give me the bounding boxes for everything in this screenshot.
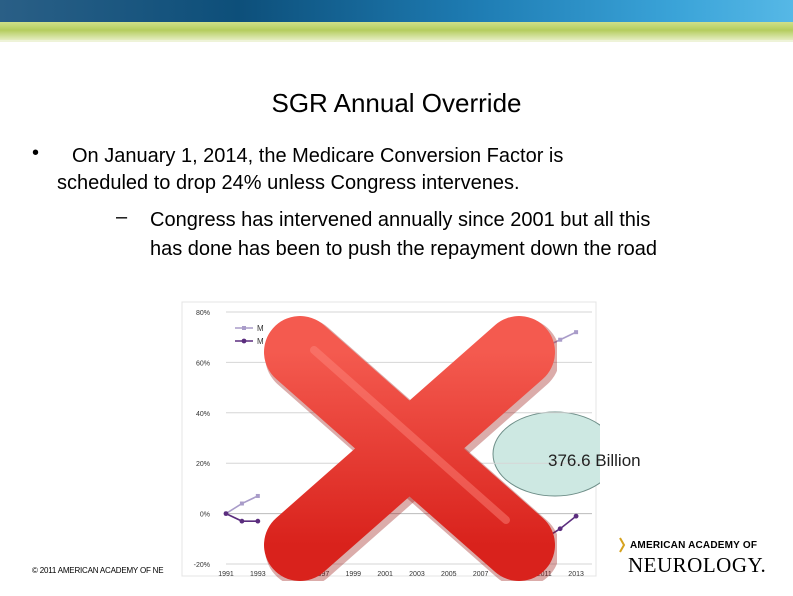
legend-label: M [257,337,264,346]
data-point [558,337,563,342]
x-tick-label: 1999 [346,571,362,578]
x-tick-label: 2005 [441,571,457,578]
sub-bullet-line1: Congress has intervened annually since 2… [150,209,651,231]
bullet-marker: • [32,142,40,164]
legend-marker [242,326,246,330]
x-mark-shape [264,316,557,581]
chart-legend: MM [235,324,264,346]
callout-label: 376.6 Billion [548,451,641,470]
aan-logo-mark-icon [619,537,626,553]
copyright-text: © 2011 AMERICAN ACADEMY OF NE [32,566,164,575]
y-tick-label: 20% [196,461,210,468]
x-tick-label: 1993 [250,571,266,578]
sub-bullet-text: Congress has intervened annually since 2… [150,206,790,264]
y-tick-label: 80% [196,310,210,317]
data-point [557,526,563,532]
x-tick-label: 2007 [473,571,489,578]
header-band-divider [0,40,793,42]
logo-text-bottom: NEUROLOGY. [628,553,767,577]
x-tick-label: 1991 [218,571,234,578]
header-band-blue [0,0,793,22]
logo-text-top: AMERICAN ACADEMY OF [630,540,758,551]
legend-label: M [257,324,264,333]
data-point [239,501,244,506]
legend-marker [241,338,247,344]
x-tick-label: 2013 [568,571,584,578]
x-tick-label: 1997 [314,571,330,578]
y-axis-labels: 80% 60% 40% 20% 0% -20% [194,310,210,569]
sub-bullet-line2: has done has been to push the repayment … [150,238,658,260]
sub-bullet-marker: – [116,206,128,228]
data-point [239,518,245,524]
bullet-text-line1: On January 1, 2014, the Medicare Convers… [72,145,564,167]
slide-title: SGR Annual Override [271,88,522,118]
bullet-text-line2: scheduled to drop 24% unless Congress in… [57,172,520,194]
data-point [255,493,260,498]
data-point [255,518,261,524]
data-point [574,330,579,335]
y-tick-label: -20% [194,562,210,569]
red-x-icon [264,316,557,581]
y-tick-label: 0% [200,512,210,519]
x-tick-label: 2001 [377,571,393,578]
aan-logo: AMERICAN ACADEMY OF NEUROLOGY. [618,536,788,580]
data-point [573,513,579,519]
x-tick-label: 2003 [409,571,425,578]
header-band-green [0,22,793,40]
callout-ellipse [492,411,600,497]
data-point [223,511,229,516]
x-tick-label: 2011 [537,571,552,578]
y-tick-label: 40% [196,411,210,418]
y-tick-label: 60% [196,360,210,367]
